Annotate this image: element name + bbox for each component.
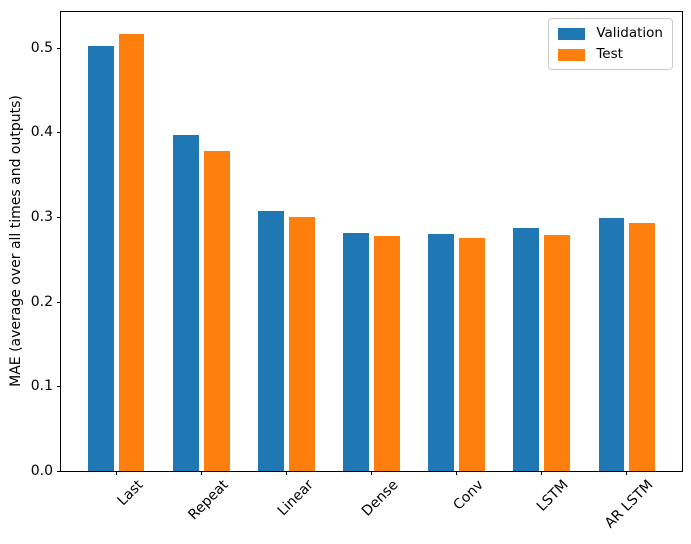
x-tick-label-lstm: LSTM [534, 477, 572, 515]
legend: Validation Test [548, 18, 673, 70]
x-tick-label-last: Last [114, 477, 147, 509]
x-tick-label-dense: Dense [359, 477, 402, 520]
bar-test-lstm [544, 234, 570, 471]
bar-test-ar-lstm [629, 222, 655, 471]
x-tick-mark [285, 471, 287, 475]
legend-label-validation: Validation [596, 25, 663, 41]
bar-test-last [118, 34, 145, 471]
y-tick-label: 0.1 [30, 378, 53, 395]
legend-item-test: Test [558, 46, 663, 63]
bar-validation-last [88, 45, 114, 471]
plot-area: Validation Test 0.0 0.1 0.2 0.3 0.4 0.5 Last Rep… [31, 11, 683, 532]
x-tick-mark [115, 471, 117, 475]
bar-test-conv [459, 238, 485, 471]
x-tick-mark [626, 471, 628, 475]
x-tick-label-ar-lstm: AR LSTM [602, 477, 657, 532]
x-tick-mark [200, 471, 202, 475]
x-tick-mark [456, 471, 458, 475]
bar-test-repeat [204, 150, 230, 471]
x-tick-label-repeat: Repeat [185, 477, 232, 524]
y-tick-mark [57, 471, 61, 472]
bar-test-dense [374, 236, 400, 471]
x-tick-mark [541, 471, 543, 475]
bar-validation-dense [343, 233, 369, 471]
y-tick-label: 0.5 [30, 39, 53, 56]
y-tick-label: 0.0 [30, 463, 53, 479]
y-tick-mark [57, 47, 61, 49]
legend-item-validation: Validation [558, 25, 663, 42]
legend-label-test: Test [596, 46, 623, 62]
y-tick-mark [57, 216, 61, 218]
y-tick-mark [57, 132, 61, 134]
y-tick-label: 0.3 [30, 208, 53, 225]
y-tick-mark [57, 301, 61, 303]
y-axis-label: MAE (average over all times and outputs) [8, 95, 24, 387]
y-tick-label: 0.2 [30, 293, 53, 310]
y-tick-label: 0.4 [30, 124, 53, 141]
bar-validation-lstm [513, 227, 539, 471]
legend-swatch-validation [558, 27, 586, 40]
x-tick-label-linear: Linear [274, 477, 317, 520]
bar-validation-ar-lstm [598, 217, 624, 471]
x-tick-mark [371, 471, 372, 475]
y-tick-mark [57, 386, 61, 388]
bar-validation-linear [258, 211, 284, 471]
bar-test-linear [289, 216, 315, 471]
x-tick-label-conv: Conv [450, 477, 487, 514]
legend-swatch-test [558, 48, 586, 61]
bar-validation-conv [428, 233, 454, 471]
bar-validation-repeat [173, 134, 199, 471]
